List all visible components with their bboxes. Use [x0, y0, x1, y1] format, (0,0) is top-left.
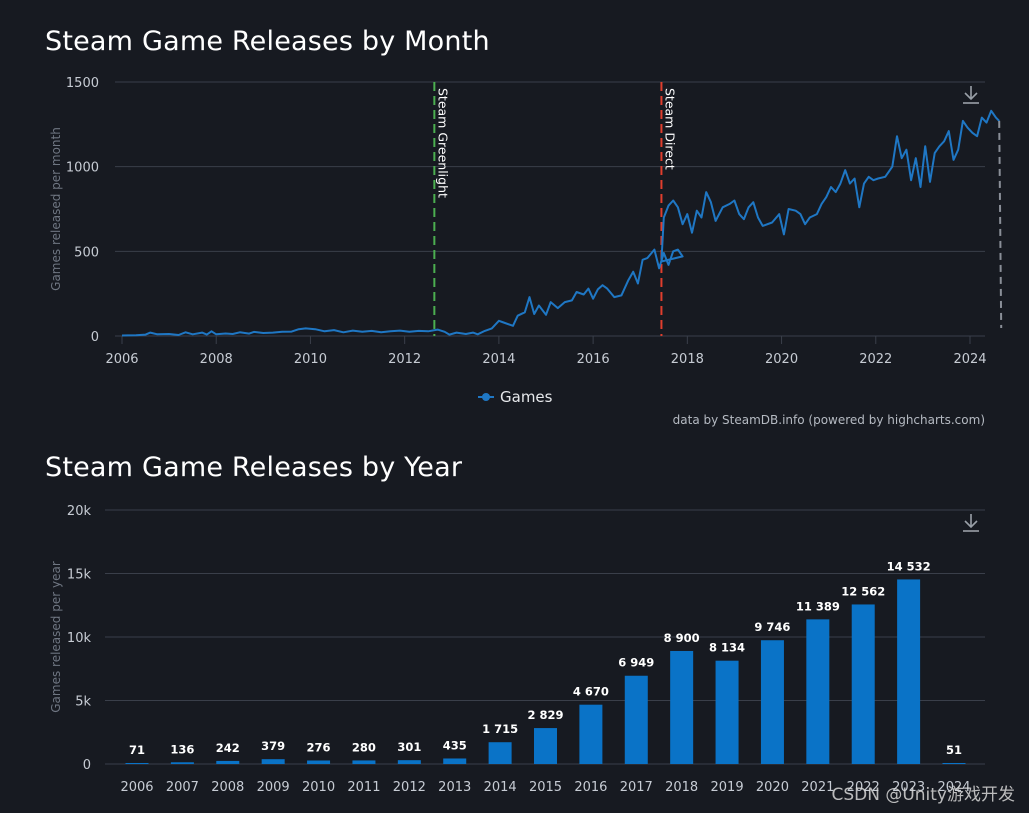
data-label-2015: 2 829 [527, 708, 563, 722]
x-tick-label: 2008 [200, 352, 233, 367]
data-label-2022: 12 562 [841, 584, 885, 598]
y-tick-label: 5k [75, 695, 91, 710]
x-tick-label: 2020 [756, 780, 789, 795]
x-tick-label: 2014 [482, 352, 515, 367]
bar-2011[interactable] [352, 760, 376, 764]
x-tick-label: 2010 [302, 780, 335, 795]
data-label-2021: 11 389 [796, 599, 840, 613]
x-tick-label: 2006 [105, 352, 138, 367]
x-tick-label: 2015 [529, 780, 562, 795]
data-label-2009: 379 [261, 739, 285, 753]
y-tick-label: 15k [67, 568, 92, 583]
data-label-2011: 280 [352, 740, 376, 754]
data-label-2007: 136 [170, 742, 194, 756]
data-label-2012: 301 [397, 740, 421, 754]
bar-2007[interactable] [170, 762, 194, 764]
data-label-2019: 8 134 [709, 641, 745, 655]
legend-label-games[interactable]: Games [500, 388, 553, 406]
x-tick-label: 2023 [892, 780, 925, 795]
x-tick-label: 2021 [801, 780, 834, 795]
data-label-2024: 51 [946, 743, 962, 757]
y-tick-label: 1000 [66, 161, 99, 176]
bar-2008[interactable] [216, 760, 240, 764]
data-label-2020: 9 746 [754, 620, 790, 634]
x-tick-label: 2006 [120, 780, 153, 795]
legend-marker [482, 393, 490, 401]
projection-line [998, 120, 1003, 329]
x-tick-label: 2022 [847, 780, 880, 795]
y-tick-label: 10k [67, 631, 92, 646]
download-icon[interactable] [963, 86, 979, 104]
x-tick-label: 2016 [574, 780, 607, 795]
x-tick-label: 2008 [211, 780, 244, 795]
x-tick-label: 2014 [484, 780, 517, 795]
y-tick-label: 0 [83, 758, 91, 773]
x-tick-label: 2012 [393, 780, 426, 795]
y-axis-label: Games released per year [49, 561, 63, 713]
y-tick-label: 1500 [66, 76, 99, 91]
bar-2021[interactable] [806, 619, 830, 764]
series-line-games [121, 109, 1000, 337]
bar-2022[interactable] [851, 604, 875, 764]
x-tick-label: 2024 [937, 780, 970, 795]
bar-2014[interactable] [488, 742, 512, 764]
bar-2006[interactable] [125, 763, 149, 764]
bar-2020[interactable] [760, 640, 784, 764]
y-tick-label: 0 [91, 330, 99, 345]
x-tick-label: 2009 [257, 780, 290, 795]
bar-2012[interactable] [397, 760, 421, 764]
bar-2023[interactable] [897, 579, 921, 764]
bar-2015[interactable] [534, 728, 557, 764]
x-tick-label: 2020 [765, 352, 798, 367]
x-tick-label: 2012 [388, 352, 421, 367]
x-tick-label: 2016 [577, 352, 610, 367]
credit-text[interactable]: data by SteamDB.info (powered by highcha… [673, 413, 985, 427]
download-icon[interactable] [963, 514, 979, 532]
bar-2013[interactable] [443, 758, 467, 764]
data-label-2018: 8 900 [664, 631, 700, 645]
bar-2024[interactable] [942, 763, 966, 764]
data-label-2016: 4 670 [573, 685, 609, 699]
data-label-2013: 435 [443, 738, 467, 752]
y-axis-label: Games released per month [49, 127, 63, 291]
bar-2009[interactable] [261, 759, 285, 764]
x-tick-label: 2019 [711, 780, 744, 795]
y-tick-label: 500 [74, 245, 99, 260]
bar-2010[interactable] [307, 760, 331, 764]
monthly-chart-title: Steam Game Releases by Month [45, 26, 490, 57]
x-tick-label: 2017 [620, 780, 653, 795]
bar-2016[interactable] [579, 704, 603, 764]
x-tick-label: 2007 [166, 780, 199, 795]
x-tick-label: 2024 [953, 352, 986, 367]
x-tick-label: 2013 [438, 780, 471, 795]
x-tick-label: 2011 [347, 780, 380, 795]
x-tick-label: 2018 [665, 780, 698, 795]
annotation-label: Steam Direct [662, 88, 677, 170]
y-tick-label: 20k [67, 504, 92, 519]
bar-2017[interactable] [624, 675, 648, 764]
data-label-2010: 276 [307, 740, 331, 754]
x-tick-label: 2010 [294, 352, 327, 367]
data-label-2006: 71 [129, 743, 145, 757]
data-label-2008: 242 [216, 741, 240, 755]
yearly-chart-title: Steam Game Releases by Year [45, 452, 463, 483]
x-tick-label: 2022 [859, 352, 892, 367]
bar-2018[interactable] [670, 650, 694, 764]
x-tick-label: 2018 [671, 352, 704, 367]
bar-2019[interactable] [715, 660, 739, 764]
data-label-2014: 1 715 [482, 722, 518, 736]
annotation-label: Steam Greenlight [435, 88, 450, 198]
data-label-2017: 6 949 [618, 656, 654, 670]
watermark-text: CSDN @Unity游戏开发 [831, 785, 1015, 805]
data-label-2023: 14 532 [887, 559, 931, 573]
monthly-releases-chart: 0 500 1000 1500 2006 2008 2010 2012 2014 2016 2018… [49, 76, 1003, 427]
